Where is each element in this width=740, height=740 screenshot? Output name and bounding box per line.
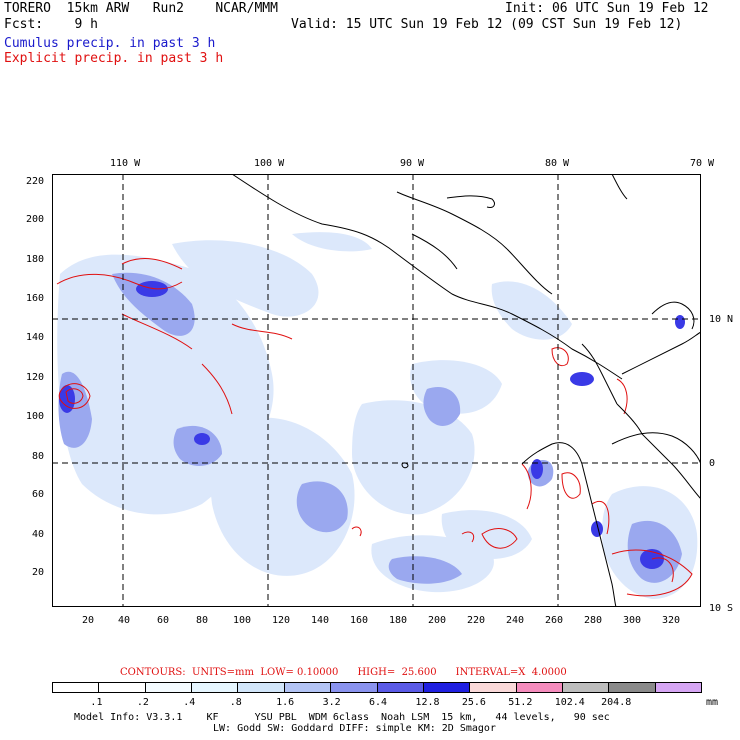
y-tick-40: 40	[32, 529, 45, 540]
run-title: TORERO 15km ARW Run2 NCAR/MMM	[4, 1, 278, 16]
y-tick-160: 160	[26, 293, 45, 304]
scale-cell	[655, 683, 702, 692]
coastlines	[231, 174, 701, 607]
scale-cell	[423, 683, 471, 692]
scale-label: 102.4	[554, 697, 585, 708]
y-tick-60: 60	[32, 489, 45, 500]
precip-map	[52, 174, 701, 607]
y-tick-100: 100	[26, 411, 45, 422]
x-tick-200: 200	[428, 615, 447, 626]
x-tick-120: 120	[272, 615, 291, 626]
lat-label-10s: 10 S	[709, 603, 734, 614]
scale-label: 3.2	[322, 697, 341, 708]
scale-label: .1	[90, 697, 103, 708]
scale-label: 6.4	[369, 697, 388, 708]
scale-label: 25.6	[461, 697, 486, 708]
scale-cell	[377, 683, 424, 692]
scale-label: 51.2	[508, 697, 533, 708]
explicit-legend-label: Explicit precip. in past 3 h	[4, 51, 224, 66]
scale-cell	[331, 683, 378, 692]
y-tick-220: 220	[26, 176, 45, 187]
x-tick-40: 40	[118, 615, 131, 626]
scale-unit: mm	[706, 697, 719, 708]
x-tick-80: 80	[196, 615, 209, 626]
x-tick-180: 180	[389, 615, 408, 626]
lat-label-0: 0	[709, 458, 716, 469]
scale-cell	[284, 683, 332, 692]
x-tick-60: 60	[157, 615, 170, 626]
y-tick-200: 200	[26, 214, 45, 225]
x-tick-260: 260	[545, 615, 564, 626]
lon-label-90w: 90 W	[400, 158, 425, 169]
precip-color-scale	[52, 682, 702, 693]
x-tick-280: 280	[584, 615, 603, 626]
scale-cell	[192, 683, 239, 692]
init-time: Init: 06 UTC Sun 19 Feb 12	[505, 1, 709, 16]
scale-label: 204.8	[601, 697, 632, 708]
x-tick-100: 100	[233, 615, 252, 626]
scale-cell	[99, 683, 146, 692]
x-tick-300: 300	[623, 615, 642, 626]
physics-info: LW: Godd SW: Goddard DIFF: simple KM: 2D…	[213, 723, 496, 734]
scale-label: .8	[229, 697, 242, 708]
x-tick-320: 320	[662, 615, 681, 626]
lat-lon-grid	[52, 174, 701, 607]
x-tick-240: 240	[506, 615, 525, 626]
x-tick-20: 20	[82, 615, 95, 626]
y-tick-120: 120	[26, 372, 45, 383]
scale-cell	[238, 683, 285, 692]
scale-cell	[470, 683, 517, 692]
y-tick-140: 140	[26, 332, 45, 343]
scale-label: 1.6	[276, 697, 295, 708]
forecast-hour: Fcst: 9 h	[4, 17, 98, 32]
x-tick-140: 140	[311, 615, 330, 626]
lon-label-100w: 100 W	[254, 158, 285, 169]
model-info: Model Info: V3.3.1 KF YSU PBL WDM 6class…	[74, 712, 610, 723]
lon-label-110w: 110 W	[110, 158, 141, 169]
valid-time: Valid: 15 UTC Sun 19 Feb 12 (09 CST Sun …	[291, 17, 683, 32]
scale-cell	[53, 683, 100, 692]
x-tick-220: 220	[467, 615, 486, 626]
scale-cell	[516, 683, 563, 692]
lat-label-10n: 10 N	[709, 314, 734, 325]
y-tick-180: 180	[26, 254, 45, 265]
map-frame	[52, 174, 701, 607]
scale-cell	[562, 683, 610, 692]
contour-info: CONTOURS: UNITS=mm LOW= 0.10000 HIGH= 25…	[120, 667, 567, 678]
lon-label-80w: 80 W	[545, 158, 570, 169]
lon-label-70w: 70 W	[690, 158, 715, 169]
cumulus-legend-label: Cumulus precip. in past 3 h	[4, 36, 216, 51]
y-tick-80: 80	[32, 451, 45, 462]
scale-label: .2	[136, 697, 149, 708]
explicit-precip-contours	[56, 258, 693, 597]
x-tick-160: 160	[350, 615, 369, 626]
scale-label: .4	[183, 697, 196, 708]
y-tick-20: 20	[32, 567, 45, 578]
scale-cell	[609, 683, 656, 692]
scale-label: 12.8	[415, 697, 440, 708]
scale-cell	[145, 683, 193, 692]
